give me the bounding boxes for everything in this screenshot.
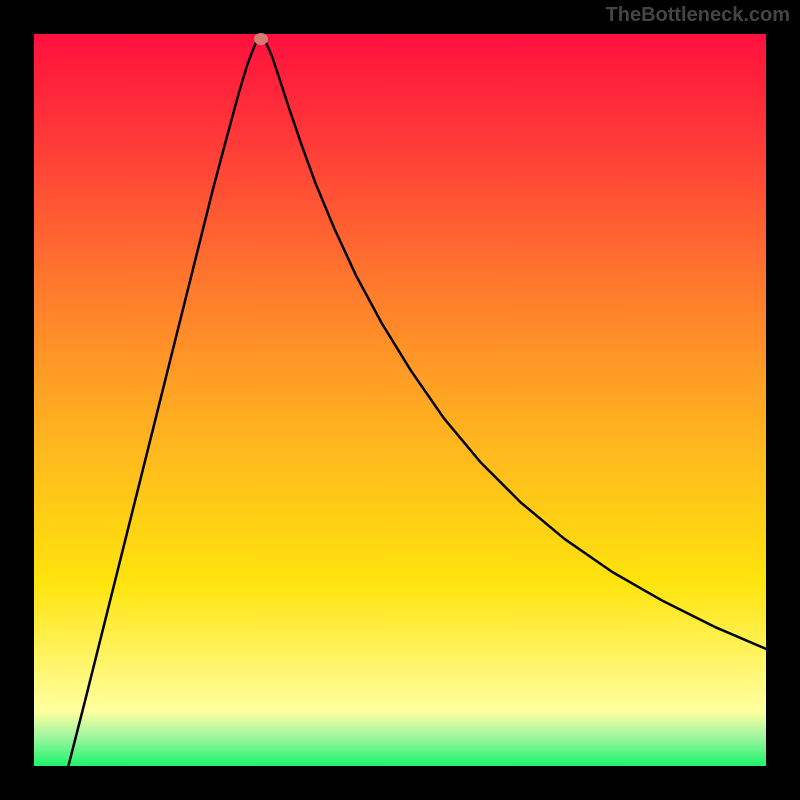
chart-plot-area [34,34,766,766]
curve-minimum-marker [254,33,268,45]
watermark-text: TheBottleneck.com [606,4,790,27]
